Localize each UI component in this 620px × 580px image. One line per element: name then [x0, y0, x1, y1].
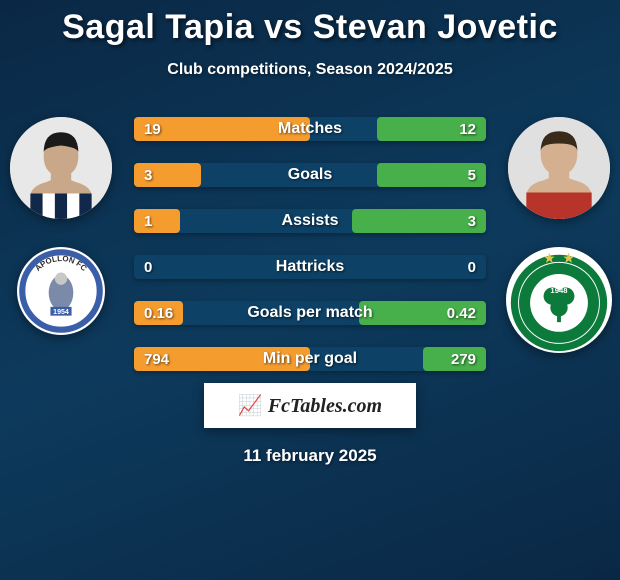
- club-right-badge: 1948: [506, 247, 612, 353]
- stat-value-left: 0: [144, 259, 152, 276]
- stats-list: 19 Matches 12 3 Goals 5 1 Assists 3 0 Hattricks 0 0.…: [116, 117, 504, 371]
- stat-row: 0 Hattricks 0: [134, 255, 486, 279]
- left-column: APOLLON FC 1954: [6, 117, 116, 335]
- stat-label: Assists: [282, 212, 339, 230]
- stat-value-right: 5: [468, 167, 476, 184]
- bar-left: [134, 209, 180, 233]
- stat-row: 794 Min per goal 279: [134, 347, 486, 371]
- player-left-avatar: [10, 117, 112, 219]
- page-title: Sagal Tapia vs Stevan Jovetic: [0, 8, 620, 47]
- comparison-panel: APOLLON FC 1954 19 Matches 12 3 Goals 5 1 Assis…: [0, 117, 620, 371]
- stat-value-right: 3: [468, 213, 476, 230]
- right-column: 1948: [504, 117, 614, 353]
- player-right-avatar: [508, 117, 610, 219]
- stat-label: Min per goal: [263, 350, 357, 368]
- stat-value-left: 1: [144, 213, 152, 230]
- svg-text:1948: 1948: [550, 286, 568, 295]
- stat-value-left: 19: [144, 121, 161, 138]
- stat-value-right: 0: [468, 259, 476, 276]
- stat-value-right: 12: [459, 121, 476, 138]
- stat-value-right: 279: [451, 351, 476, 368]
- stat-row: 19 Matches 12: [134, 117, 486, 141]
- stat-label: Hattricks: [276, 258, 344, 276]
- stat-value-right: 0.42: [447, 305, 476, 322]
- stat-label: Matches: [278, 120, 342, 138]
- bar-right: [352, 209, 486, 233]
- stat-label: Goals: [288, 166, 332, 184]
- stat-value-left: 794: [144, 351, 169, 368]
- page-subtitle: Club competitions, Season 2024/2025: [0, 61, 620, 79]
- svg-text:1954: 1954: [53, 309, 69, 316]
- brand-badge: 📈 FcTables.com: [204, 383, 416, 428]
- stat-row: 3 Goals 5: [134, 163, 486, 187]
- club-left-badge: APOLLON FC 1954: [17, 247, 105, 335]
- stat-row: 1 Assists 3: [134, 209, 486, 233]
- stat-label: Goals per match: [247, 304, 372, 322]
- stat-value-left: 0.16: [144, 305, 173, 322]
- stat-row: 0.16 Goals per match 0.42: [134, 301, 486, 325]
- stat-value-left: 3: [144, 167, 152, 184]
- date-label: 11 february 2025: [0, 446, 620, 466]
